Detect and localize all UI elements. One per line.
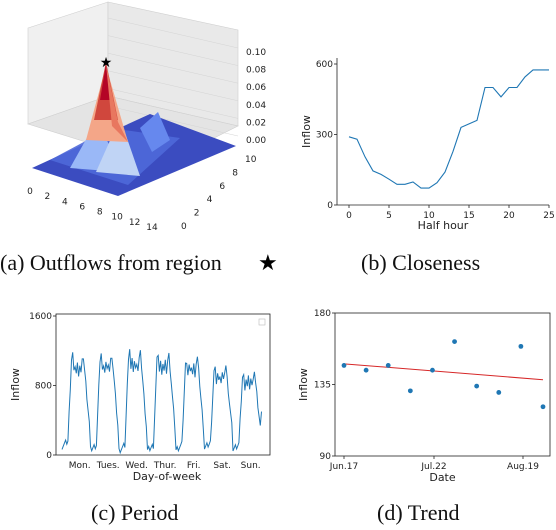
data-point [518, 343, 524, 349]
plot-frame [334, 312, 551, 457]
caption-b: (b) Closeness [361, 250, 480, 275]
surface-peak-flank [106, 64, 128, 142]
caption-c: (c) Period [91, 500, 178, 525]
z-gridline [107, 88, 239, 119]
y-tick-label: 10 [245, 155, 257, 165]
x-tick-label: Fri. [187, 461, 201, 471]
x-tick-label: 12 [129, 218, 140, 228]
data-point [496, 390, 502, 395]
caption-a: (a) Outflows from region [0, 250, 222, 275]
y-tick-label: 8 [232, 168, 238, 178]
x-tick-label: 10 [111, 213, 123, 223]
z-tick-label: 0.08 [246, 66, 266, 76]
y-tick-label: 800 [35, 382, 52, 392]
star-icon: ★ [100, 55, 113, 71]
z-tick-label: 0.00 [246, 136, 266, 146]
y-tick-label: 600 [316, 60, 333, 70]
x-tick-label: Thur. [153, 461, 177, 471]
x-tick-label: Wed. [125, 461, 147, 471]
caption-star-icon: ★ [258, 251, 278, 276]
data-point [452, 339, 457, 344]
x-tick-label: 10 [423, 211, 435, 221]
period-chart: 0 800 1600 Mon. Tues. Wed. Thur. Fri. Sat. Sun. Da… [9, 312, 271, 483]
x-axis-label: Half hour [418, 219, 469, 232]
trend-chart: 90 135 180 Jun.17 Jul.22 Aug.19 Date Inflow [297, 309, 551, 484]
x-axis-label: Day-of-week [133, 470, 202, 483]
data-point [474, 383, 480, 389]
caption-d: (d) Trend [377, 500, 460, 525]
z-gridline [107, 17, 239, 49]
y-tick-label: 4 [207, 195, 213, 205]
y-tick-label: 0 [46, 451, 52, 461]
plot-frame [55, 313, 271, 456]
inflow-line [348, 69, 549, 189]
x-tick-label: Sun. [241, 461, 261, 471]
x-tick-label: 14 [146, 223, 158, 233]
closeness-chart: 0 5 10 15 20 25 0 300 600 Half hour Inflow [300, 58, 555, 232]
x-tick-label: 0 [27, 187, 33, 197]
z-tick-label: 0.04 [246, 101, 266, 111]
inflow-line [61, 349, 262, 455]
x-tick-label: 5 [386, 211, 392, 221]
x-tick-label: Jul.22 [420, 462, 446, 472]
x-tick-label: Sat. [213, 461, 231, 471]
z-gridline [107, 35, 239, 66]
z-tick-label: 0.10 [246, 48, 266, 58]
y-tick-label: 180 [314, 309, 331, 319]
data-point [540, 404, 546, 410]
x-tick-label: 6 [79, 202, 85, 212]
data-point [385, 363, 391, 368]
x-tick-label: Jun.17 [329, 462, 358, 472]
y-tick-label: 6 [219, 182, 225, 192]
z-tick-label: 0.06 [246, 83, 266, 93]
y-tick-label: 90 [320, 452, 332, 462]
data-point [407, 388, 413, 394]
surface-bump-center [96, 118, 140, 176]
y-tick-label: 0 [327, 201, 333, 211]
x-tick-label: 0 [346, 211, 352, 221]
x-tick-label: Mon. [69, 461, 91, 471]
x-tick-label: 25 [543, 211, 554, 221]
z-gridline [107, 70, 239, 102]
z-tick-label: 0.02 [246, 118, 266, 128]
x-tick-label: 20 [503, 211, 515, 221]
y-tick-label: 1600 [29, 312, 52, 322]
data-point [430, 367, 435, 373]
x-tick-label: 2 [45, 192, 51, 202]
x-tick-label: Aug.19 [507, 462, 539, 472]
y-axis-label: Inflow [9, 368, 22, 401]
x-tick-label: Tues. [96, 461, 120, 471]
data-point [341, 363, 347, 368]
y-tick-label: 2 [194, 209, 200, 219]
y-tick-label: 300 [316, 131, 333, 141]
y-axis-label: Inflow [300, 115, 313, 148]
x-tick-label: 15 [463, 211, 474, 221]
x-tick-label: 8 [97, 208, 103, 218]
surface-bump-right [140, 112, 170, 152]
x-axis-label: Date [429, 471, 456, 484]
z-gridline [107, 52, 239, 84]
trend-line [343, 363, 544, 381]
data-point [363, 367, 369, 373]
y-tick-label: 0 [181, 222, 187, 232]
y-tick-label: 135 [314, 381, 331, 391]
z-gridline [107, 105, 239, 137]
legend-box [258, 318, 266, 326]
y-axis-label: Inflow [297, 368, 310, 401]
x-tick-label: 4 [62, 197, 68, 207]
